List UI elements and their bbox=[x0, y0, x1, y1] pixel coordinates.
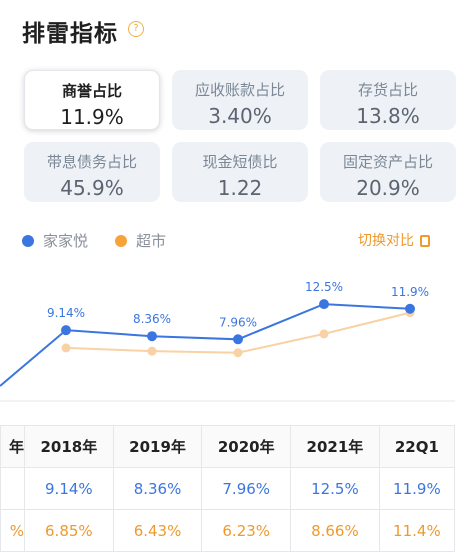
data-point bbox=[405, 303, 415, 314]
question-circle-icon[interactable]: ? bbox=[128, 21, 144, 37]
data-point bbox=[233, 348, 243, 358]
legend-item-supermarket[interactable]: 超市 bbox=[115, 230, 166, 251]
data-label: 8.36% bbox=[133, 312, 171, 326]
table-header-cell: 2020年 bbox=[201, 425, 292, 468]
data-label: 9.14% bbox=[47, 306, 85, 320]
legend-item-jjy[interactable]: 家家悦 bbox=[22, 230, 88, 251]
table-cell: % bbox=[0, 509, 25, 552]
data-label: 7.96% bbox=[219, 315, 257, 329]
data-point bbox=[319, 299, 329, 310]
legend-dot-icon bbox=[115, 235, 127, 247]
legend-dot-icon bbox=[22, 235, 34, 247]
card-inventory[interactable]: 存货占比 13.8% bbox=[320, 70, 456, 130]
data-point bbox=[319, 329, 329, 339]
table-cell: 8.36% bbox=[112, 467, 203, 510]
toggle-icon bbox=[420, 235, 430, 247]
table-header-cell: 22Q1 bbox=[378, 425, 456, 468]
data-label: 11.9% bbox=[391, 285, 429, 299]
card-value: 11.9% bbox=[60, 105, 124, 129]
card-label: 固定资产占比 bbox=[342, 153, 433, 171]
series-line-jjy bbox=[0, 303, 411, 387]
legend-label: 家家悦 bbox=[43, 232, 89, 250]
card-label: 现金短债比 bbox=[202, 153, 278, 171]
card-label: 带息债务占比 bbox=[46, 153, 137, 171]
table-cell: 11.9% bbox=[378, 467, 456, 510]
table-cell bbox=[0, 467, 25, 510]
card-value: 13.8% bbox=[356, 104, 420, 128]
data-point bbox=[61, 325, 71, 336]
card-goodwill[interactable]: 商誉占比 11.9% bbox=[24, 70, 160, 130]
card-label: 应收账款占比 bbox=[194, 81, 285, 99]
table-cell: 11.4% bbox=[378, 509, 456, 552]
card-value: 3.40% bbox=[208, 104, 272, 128]
table-header-row: 年 2018年 2019年 2020年 2021年 22Q1 bbox=[0, 425, 456, 468]
table-cell: 12.5% bbox=[290, 467, 380, 510]
page-title: 排雷指标 bbox=[22, 21, 118, 47]
data-point bbox=[61, 343, 71, 353]
card-interest-debt[interactable]: 带息债务占比 45.9% bbox=[24, 142, 160, 202]
card-cash-short-debt[interactable]: 现金短债比 1.22 bbox=[172, 142, 308, 202]
data-table: 年 2018年 2019年 2020年 2021年 22Q1 9.14% 8.3… bbox=[0, 425, 456, 552]
table-header-cell: 2021年 bbox=[290, 425, 380, 468]
legend-label: 超市 bbox=[136, 232, 167, 250]
line-chart: 9.14% 8.36% 7.96% 12.5% 11.9% bbox=[0, 280, 455, 402]
table-cell: 年 bbox=[0, 425, 25, 468]
card-value: 1.22 bbox=[217, 176, 263, 200]
card-fixed-assets[interactable]: 固定资产占比 20.9% bbox=[320, 142, 456, 202]
card-label: 商誉占比 bbox=[61, 82, 122, 100]
table-cell: 7.96% bbox=[201, 467, 292, 510]
table-header-cell: 2019年 bbox=[112, 425, 203, 468]
card-receivables[interactable]: 应收账款占比 3.40% bbox=[172, 70, 308, 130]
table-cell: 8.66% bbox=[290, 509, 380, 552]
data-label: 12.5% bbox=[305, 280, 343, 294]
table-cell: 6.23% bbox=[201, 509, 292, 552]
card-label: 存货占比 bbox=[357, 81, 418, 99]
data-point bbox=[233, 334, 243, 345]
card-value: 45.9% bbox=[60, 176, 124, 200]
card-value: 20.9% bbox=[356, 176, 420, 200]
table-cell: 6.85% bbox=[24, 509, 114, 552]
data-point bbox=[147, 346, 157, 356]
switch-label: 切换对比 bbox=[358, 233, 414, 249]
table-row: % 6.85% 6.43% 6.23% 8.66% 11.4% bbox=[0, 509, 456, 552]
table-cell: 6.43% bbox=[112, 509, 203, 552]
table-cell: 9.14% bbox=[24, 467, 114, 510]
table-header-cell: 2018年 bbox=[24, 425, 114, 468]
table-row: 9.14% 8.36% 7.96% 12.5% 11.9% bbox=[0, 467, 456, 510]
switch-compare-button[interactable]: 切换对比 bbox=[358, 230, 430, 250]
data-point bbox=[147, 331, 157, 342]
